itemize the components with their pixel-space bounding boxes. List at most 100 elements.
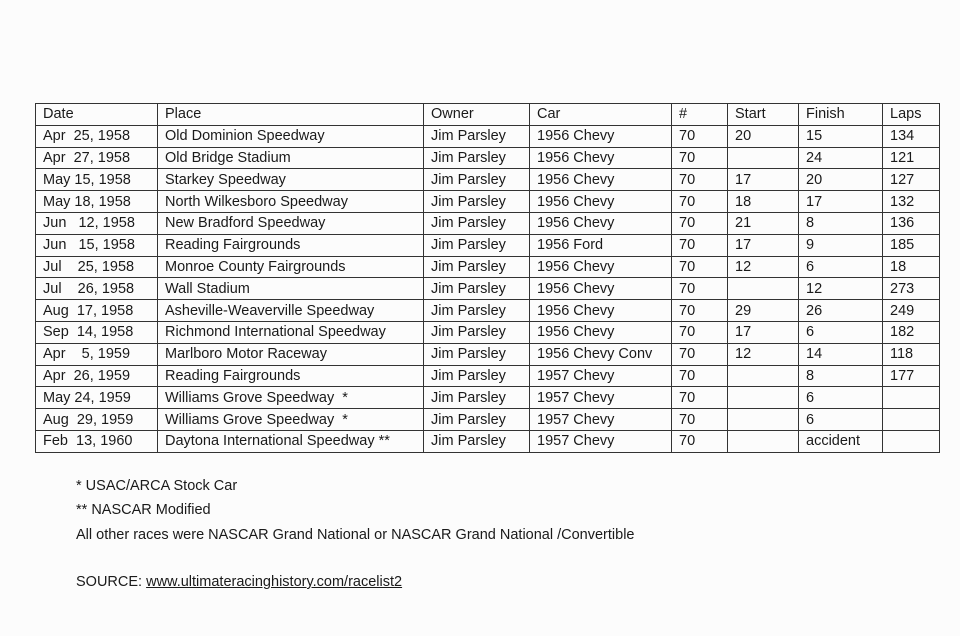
cell-owner: Jim Parsley bbox=[423, 233, 530, 257]
cell-laps: 121 bbox=[882, 146, 940, 170]
cell-start: 29 bbox=[727, 299, 799, 322]
cell-car: 1956 Chevy bbox=[529, 168, 672, 192]
cell-car: 1956 Chevy bbox=[529, 146, 672, 170]
cell-finish: 8 bbox=[798, 211, 883, 235]
cell-place: Wall Stadium bbox=[157, 277, 424, 301]
cell-car: 1956 Chevy bbox=[529, 277, 672, 301]
cell-car: 1956 Chevy bbox=[529, 320, 672, 344]
cell-date: May 18, 1958 bbox=[35, 190, 158, 213]
cell-number: 70 bbox=[671, 190, 728, 213]
table-row: Aug 17, 1958 Asheville-Weaverville Speedw… bbox=[35, 299, 940, 322]
cell-finish: 20 bbox=[798, 168, 883, 192]
column-header-laps: Laps bbox=[882, 103, 940, 126]
cell-place: Daytona International Speedway ** bbox=[157, 429, 424, 453]
cell-date: Apr 25, 1958 bbox=[35, 124, 158, 148]
table-row: Aug 29, 1959 Williams Grove Speedway * Jim… bbox=[35, 408, 940, 431]
cell-start: 18 bbox=[727, 190, 799, 213]
cell-owner: Jim Parsley bbox=[423, 299, 530, 322]
cell-start: 21 bbox=[727, 211, 799, 235]
cell-place: Richmond International Speedway bbox=[157, 320, 424, 344]
cell-date: Jul 25, 1958 bbox=[35, 255, 158, 279]
table-header-row: Date Place Owner Car # Start Finish Laps bbox=[35, 103, 940, 126]
cell-date: Jun 12, 1958 bbox=[35, 211, 158, 235]
table-row: Apr 26, 1959 Reading Fairgrounds Jim Parsl… bbox=[35, 364, 940, 388]
cell-owner: Jim Parsley bbox=[423, 429, 530, 453]
cell-place: New Bradford Speedway bbox=[157, 211, 424, 235]
table-row: May 24, 1959 Williams Grove Speedway * Jim… bbox=[35, 386, 940, 410]
cell-laps bbox=[882, 386, 940, 410]
cell-number: 70 bbox=[671, 299, 728, 322]
cell-owner: Jim Parsley bbox=[423, 211, 530, 235]
column-header-finish: Finish bbox=[798, 103, 883, 126]
cell-start bbox=[727, 429, 799, 453]
column-header-car: Car bbox=[529, 103, 672, 126]
column-header-place: Place bbox=[157, 103, 424, 126]
cell-car: 1956 Chevy bbox=[529, 211, 672, 235]
cell-car: 1957 Chevy bbox=[529, 386, 672, 410]
cell-place: North Wilkesboro Speedway bbox=[157, 190, 424, 213]
cell-laps: 132 bbox=[882, 190, 940, 213]
table-row: Jun 15, 1958 Reading Fairgrounds Jim Parsl… bbox=[35, 233, 940, 257]
cell-finish: 9 bbox=[798, 233, 883, 257]
cell-date: Jul 26, 1958 bbox=[35, 277, 158, 301]
cell-place: Williams Grove Speedway * bbox=[157, 408, 424, 431]
cell-finish: 8 bbox=[798, 364, 883, 388]
cell-number: 70 bbox=[671, 364, 728, 388]
cell-place: Starkey Speedway bbox=[157, 168, 424, 192]
cell-number: 70 bbox=[671, 277, 728, 301]
cell-laps: 18 bbox=[882, 255, 940, 279]
source-label: SOURCE: bbox=[76, 574, 147, 590]
cell-car: 1956 Chevy bbox=[529, 255, 672, 279]
cell-start bbox=[727, 364, 799, 388]
cell-car: 1956 Chevy bbox=[529, 190, 672, 213]
note-usac-arca: * USAC/ARCA Stock Car bbox=[76, 478, 238, 494]
source-link[interactable]: www.ultimateracinghistory.com/racelist2 bbox=[146, 574, 403, 590]
table-row: Apr 25, 1958 Old Dominion Speedway Jim Par… bbox=[35, 124, 940, 148]
cell-owner: Jim Parsley bbox=[423, 386, 530, 410]
cell-finish: 6 bbox=[798, 386, 883, 410]
cell-date: Aug 29, 1959 bbox=[35, 408, 158, 431]
cell-laps: 127 bbox=[882, 168, 940, 192]
cell-place: Reading Fairgrounds bbox=[157, 364, 424, 388]
table-row: May 15, 1958 Starkey Speedway Jim Parsley 1… bbox=[35, 168, 940, 192]
cell-place: Asheville-Weaverville Speedway bbox=[157, 299, 424, 322]
table-row: Apr 5, 1959 Marlboro Motor Raceway Jim Par… bbox=[35, 342, 940, 366]
cell-date: Feb 13, 1960 bbox=[35, 429, 158, 453]
cell-number: 70 bbox=[671, 233, 728, 257]
note-nascar-modified: ** NASCAR Modified bbox=[76, 502, 211, 518]
cell-start bbox=[727, 386, 799, 410]
cell-number: 70 bbox=[671, 211, 728, 235]
cell-place: Williams Grove Speedway * bbox=[157, 386, 424, 410]
cell-start bbox=[727, 146, 799, 170]
table-row: Feb 13, 1960 Daytona International Speedw… bbox=[35, 429, 940, 453]
cell-car: 1957 Chevy bbox=[529, 408, 672, 431]
cell-date: Aug 17, 1958 bbox=[35, 299, 158, 322]
cell-finish: 24 bbox=[798, 146, 883, 170]
cell-number: 70 bbox=[671, 408, 728, 431]
cell-start bbox=[727, 408, 799, 431]
cell-laps: 134 bbox=[882, 124, 940, 148]
cell-owner: Jim Parsley bbox=[423, 124, 530, 148]
cell-car: 1957 Chevy bbox=[529, 429, 672, 453]
cell-finish: 14 bbox=[798, 342, 883, 366]
cell-number: 70 bbox=[671, 429, 728, 453]
cell-start: 17 bbox=[727, 320, 799, 344]
cell-start: 12 bbox=[727, 255, 799, 279]
cell-start: 17 bbox=[727, 168, 799, 192]
cell-date: May 24, 1959 bbox=[35, 386, 158, 410]
cell-owner: Jim Parsley bbox=[423, 408, 530, 431]
cell-start: 20 bbox=[727, 124, 799, 148]
cell-date: May 15, 1958 bbox=[35, 168, 158, 192]
cell-car: 1957 Chevy bbox=[529, 364, 672, 388]
note-other-races: All other races were NASCAR Grand Nation… bbox=[76, 527, 635, 543]
cell-laps: 136 bbox=[882, 211, 940, 235]
cell-laps bbox=[882, 408, 940, 431]
race-results-table: Date Place Owner Car # Start Finish Laps Apr 25… bbox=[35, 103, 940, 453]
cell-owner: Jim Parsley bbox=[423, 320, 530, 344]
source-line: SOURCE: www.ultimateracinghistory.com/ra… bbox=[76, 574, 402, 590]
cell-laps: 118 bbox=[882, 342, 940, 366]
cell-owner: Jim Parsley bbox=[423, 342, 530, 366]
cell-owner: Jim Parsley bbox=[423, 146, 530, 170]
cell-date: Apr 27, 1958 bbox=[35, 146, 158, 170]
cell-place: Marlboro Motor Raceway bbox=[157, 342, 424, 366]
